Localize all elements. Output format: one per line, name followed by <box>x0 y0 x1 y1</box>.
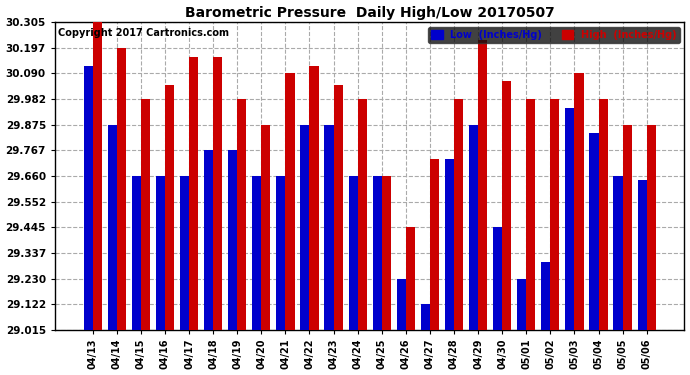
Title: Barometric Pressure  Daily High/Low 20170507: Barometric Pressure Daily High/Low 20170… <box>185 6 555 20</box>
Bar <box>551 99 560 330</box>
Bar <box>478 40 487 330</box>
Bar <box>228 150 237 330</box>
Bar <box>526 99 535 330</box>
Bar <box>156 176 165 330</box>
Bar <box>613 176 622 330</box>
Bar <box>541 262 551 330</box>
Bar <box>638 180 647 330</box>
Bar <box>517 279 526 330</box>
Bar <box>445 159 454 330</box>
Bar <box>622 124 632 330</box>
Bar <box>647 124 656 330</box>
Bar <box>132 176 141 330</box>
Text: Copyright 2017 Cartronics.com: Copyright 2017 Cartronics.com <box>58 28 229 38</box>
Bar <box>493 227 502 330</box>
Bar <box>117 48 126 330</box>
Bar <box>204 150 213 330</box>
Bar <box>373 176 382 330</box>
Bar <box>108 124 117 330</box>
Bar <box>286 74 295 330</box>
Bar <box>252 176 262 330</box>
Bar <box>454 99 463 330</box>
Bar <box>310 66 319 330</box>
Bar <box>237 99 246 330</box>
Bar <box>189 57 198 330</box>
Bar <box>421 304 430 330</box>
Bar <box>348 176 357 330</box>
Bar <box>589 133 598 330</box>
Bar <box>565 108 574 330</box>
Bar <box>92 22 102 330</box>
Bar <box>262 124 270 330</box>
Bar <box>83 66 92 330</box>
Bar <box>213 57 222 330</box>
Bar <box>300 124 310 330</box>
Bar <box>469 124 478 330</box>
Bar <box>397 279 406 330</box>
Bar <box>141 99 150 330</box>
Bar <box>598 99 608 330</box>
Bar <box>357 99 367 330</box>
Bar <box>502 81 511 330</box>
Bar <box>276 176 286 330</box>
Bar <box>430 159 439 330</box>
Bar <box>333 85 343 330</box>
Bar <box>574 74 584 330</box>
Bar <box>180 176 189 330</box>
Legend: Low  (Inches/Hg), High  (Inches/Hg): Low (Inches/Hg), High (Inches/Hg) <box>428 27 680 43</box>
Bar <box>324 124 333 330</box>
Bar <box>406 227 415 330</box>
Bar <box>382 176 391 330</box>
Bar <box>165 85 174 330</box>
